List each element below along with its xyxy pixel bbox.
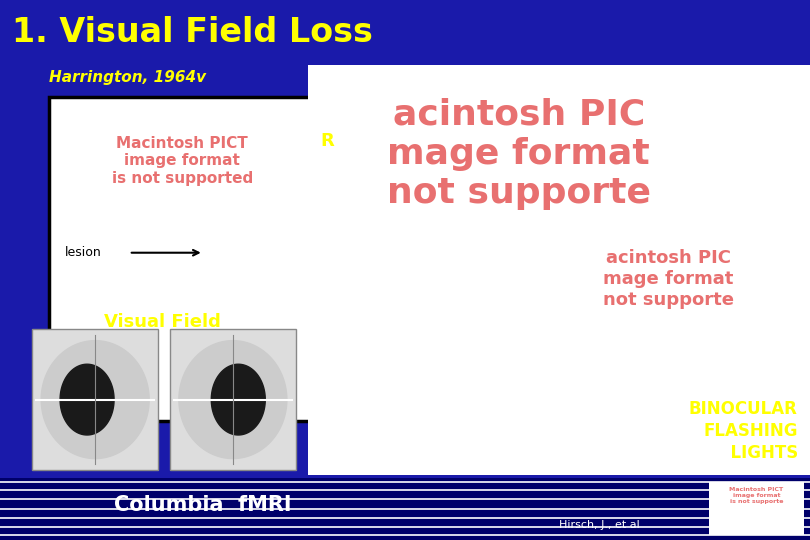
Text: R: R	[320, 132, 334, 150]
FancyBboxPatch shape	[308, 65, 810, 475]
FancyBboxPatch shape	[709, 482, 804, 535]
Text: BINOCULAR
FLASHING
  LIGHTS: BINOCULAR FLASHING LIGHTS	[689, 400, 798, 462]
Text: Right Eye: Right Eye	[195, 481, 271, 495]
FancyBboxPatch shape	[32, 329, 158, 470]
Text: Macintosh PICT
image format
is not supported: Macintosh PICT image format is not suppo…	[112, 136, 253, 186]
Text: 1. Visual Field Loss: 1. Visual Field Loss	[12, 16, 373, 49]
Text: Left Eye: Left Eye	[63, 481, 127, 495]
Text: Harrington, 1964v: Harrington, 1964v	[49, 70, 206, 85]
FancyBboxPatch shape	[49, 97, 316, 421]
FancyBboxPatch shape	[514, 238, 810, 475]
Text: Columbia  fMRI: Columbia fMRI	[113, 495, 292, 516]
Text: acintosh PIC
mage format
not supporte: acintosh PIC mage format not supporte	[386, 98, 650, 211]
Polygon shape	[179, 341, 287, 458]
Text: acintosh PIC
mage format
not supporte: acintosh PIC mage format not supporte	[603, 249, 734, 309]
Text: Macintosh PICT
image format
is not supporte: Macintosh PICT image format is not suppo…	[730, 487, 783, 504]
Text: Visual Field: Visual Field	[104, 313, 220, 331]
FancyBboxPatch shape	[0, 478, 810, 540]
FancyBboxPatch shape	[170, 329, 296, 470]
Text: Previous
Surgical
  lesion: Previous Surgical lesion	[243, 238, 324, 297]
Polygon shape	[60, 364, 114, 435]
Polygon shape	[211, 364, 265, 435]
Text: lesion: lesion	[65, 246, 101, 259]
Text: Hirsch, J., et al: Hirsch, J., et al	[559, 520, 640, 530]
Polygon shape	[41, 341, 149, 458]
